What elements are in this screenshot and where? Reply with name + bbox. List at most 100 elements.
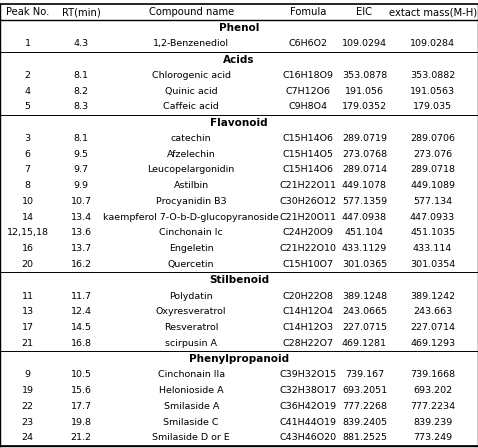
Text: 12.4: 12.4 <box>71 307 92 316</box>
Text: 22: 22 <box>22 402 33 411</box>
Text: Afzelechin: Afzelechin <box>167 150 216 159</box>
Text: Astilbin: Astilbin <box>174 181 209 190</box>
Text: 3: 3 <box>24 134 31 143</box>
Text: Resveratrol: Resveratrol <box>164 323 218 332</box>
Text: C43H46O20: C43H46O20 <box>280 433 337 442</box>
Text: 449.1089: 449.1089 <box>410 181 455 190</box>
Text: 289.0719: 289.0719 <box>342 134 387 143</box>
Text: 353.0882: 353.0882 <box>410 71 455 80</box>
Text: 109.0294: 109.0294 <box>342 39 387 48</box>
Text: 4.3: 4.3 <box>74 39 89 48</box>
Text: 179.0352: 179.0352 <box>342 103 387 112</box>
Text: 6: 6 <box>24 150 31 159</box>
Text: 19: 19 <box>22 386 33 395</box>
Text: Smilaside C: Smilaside C <box>163 418 219 426</box>
Text: 227.0715: 227.0715 <box>342 323 387 332</box>
Text: 13: 13 <box>22 307 33 316</box>
Text: 289.0718: 289.0718 <box>410 165 455 174</box>
Text: 693.2051: 693.2051 <box>342 386 387 395</box>
Text: kaempferol 7-O-b-D-glucopyranoside: kaempferol 7-O-b-D-glucopyranoside <box>103 213 279 222</box>
Text: 227.0714: 227.0714 <box>410 323 455 332</box>
Text: 451.1035: 451.1035 <box>410 228 455 237</box>
Text: Flavonoid: Flavonoid <box>210 118 268 128</box>
Text: 9.5: 9.5 <box>74 150 89 159</box>
Text: 12,15,18: 12,15,18 <box>7 228 48 237</box>
Text: 16: 16 <box>22 244 33 253</box>
Text: 1: 1 <box>24 39 31 48</box>
Text: 14.5: 14.5 <box>71 323 92 332</box>
Text: catechin: catechin <box>171 134 211 143</box>
Text: 11: 11 <box>22 292 33 301</box>
Text: 8.1: 8.1 <box>74 134 89 143</box>
Text: EIC: EIC <box>357 7 372 17</box>
Text: Phenol: Phenol <box>219 23 259 33</box>
Text: 13.4: 13.4 <box>71 213 92 222</box>
Text: scirpusin A: scirpusin A <box>165 339 217 348</box>
Text: 881.2525: 881.2525 <box>342 433 387 442</box>
Text: 9.9: 9.9 <box>74 181 89 190</box>
Text: 449.1078: 449.1078 <box>342 181 387 190</box>
Text: 10: 10 <box>22 197 33 206</box>
Text: C21H22O11: C21H22O11 <box>280 181 337 190</box>
Text: Procyanidin B3: Procyanidin B3 <box>156 197 227 206</box>
Text: 9: 9 <box>24 370 31 379</box>
Text: C9H8O4: C9H8O4 <box>289 103 328 112</box>
Text: Quinic acid: Quinic acid <box>165 86 217 96</box>
Text: 21.2: 21.2 <box>71 433 92 442</box>
Text: C20H22O8: C20H22O8 <box>283 292 334 301</box>
Text: RT(min): RT(min) <box>62 7 101 17</box>
Text: 577.1359: 577.1359 <box>342 197 387 206</box>
Text: 13.7: 13.7 <box>71 244 92 253</box>
Text: 243.663: 243.663 <box>413 307 452 316</box>
Text: 7: 7 <box>24 165 31 174</box>
Text: 273.076: 273.076 <box>413 150 452 159</box>
Text: Compound name: Compound name <box>149 7 234 17</box>
Text: C14H12O3: C14H12O3 <box>283 323 334 332</box>
Text: 839.2405: 839.2405 <box>342 418 387 426</box>
Text: C7H12O6: C7H12O6 <box>286 86 331 96</box>
Text: 469.1293: 469.1293 <box>410 339 455 348</box>
Text: 4: 4 <box>24 86 31 96</box>
Text: Engeletin: Engeletin <box>169 244 214 253</box>
Text: 389.1242: 389.1242 <box>410 292 455 301</box>
Text: Acids: Acids <box>223 55 255 65</box>
Text: Leucopelargonidin: Leucopelargonidin <box>148 165 235 174</box>
Text: Oxyresveratrol: Oxyresveratrol <box>156 307 227 316</box>
Text: 8.3: 8.3 <box>74 103 89 112</box>
Text: 301.0354: 301.0354 <box>410 260 455 269</box>
Text: Quercetin: Quercetin <box>168 260 215 269</box>
Text: C15H14O6: C15H14O6 <box>283 134 334 143</box>
Text: C15H14O6: C15H14O6 <box>283 165 334 174</box>
Text: 839.239: 839.239 <box>413 418 452 426</box>
Text: 8.1: 8.1 <box>74 71 89 80</box>
Text: Helonioside A: Helonioside A <box>159 386 224 395</box>
Text: C16H18O9: C16H18O9 <box>283 71 334 80</box>
Text: Caffeic acid: Caffeic acid <box>163 103 219 112</box>
Text: 777.2234: 777.2234 <box>410 402 455 411</box>
Text: Stilbenoid: Stilbenoid <box>209 275 269 285</box>
Text: 15.6: 15.6 <box>71 386 92 395</box>
Text: Chlorogenic acid: Chlorogenic acid <box>152 71 231 80</box>
Text: extact mass(M-H): extact mass(M-H) <box>389 7 477 17</box>
Text: 739.1668: 739.1668 <box>410 370 455 379</box>
Text: 10.5: 10.5 <box>71 370 92 379</box>
Text: 289.0714: 289.0714 <box>342 165 387 174</box>
Text: Cinchonain IIa: Cinchonain IIa <box>158 370 225 379</box>
Text: 301.0365: 301.0365 <box>342 260 387 269</box>
Text: 353.0878: 353.0878 <box>342 71 387 80</box>
Text: C21H20O11: C21H20O11 <box>280 213 337 222</box>
Text: 109.0284: 109.0284 <box>410 39 455 48</box>
Text: 24: 24 <box>22 433 33 442</box>
Text: 773.249: 773.249 <box>413 433 452 442</box>
Text: 777.2268: 777.2268 <box>342 402 387 411</box>
Text: Peak No.: Peak No. <box>6 7 49 17</box>
Text: 19.8: 19.8 <box>71 418 92 426</box>
Text: C14H12O4: C14H12O4 <box>283 307 334 316</box>
Text: 8.2: 8.2 <box>74 86 89 96</box>
Text: C28H22O7: C28H22O7 <box>283 339 334 348</box>
Text: Smilaside D or E: Smilaside D or E <box>152 433 230 442</box>
Text: 469.1281: 469.1281 <box>342 339 387 348</box>
Text: 17.7: 17.7 <box>71 402 92 411</box>
Text: C6H6O2: C6H6O2 <box>289 39 328 48</box>
Text: Cinchonain Ic: Cinchonain Ic <box>159 228 223 237</box>
